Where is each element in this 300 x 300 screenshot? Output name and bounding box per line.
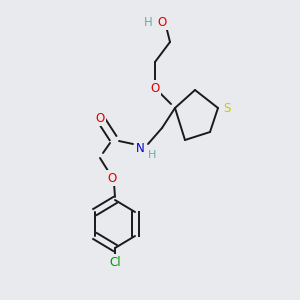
Text: S: S [223, 101, 230, 115]
Text: H: H [144, 16, 152, 28]
Text: O: O [150, 82, 160, 94]
Text: O: O [95, 112, 105, 124]
Text: O: O [158, 16, 166, 28]
Text: N: N [136, 142, 144, 154]
Text: Cl: Cl [109, 256, 121, 268]
Text: H: H [148, 150, 156, 160]
Text: O: O [107, 172, 117, 184]
